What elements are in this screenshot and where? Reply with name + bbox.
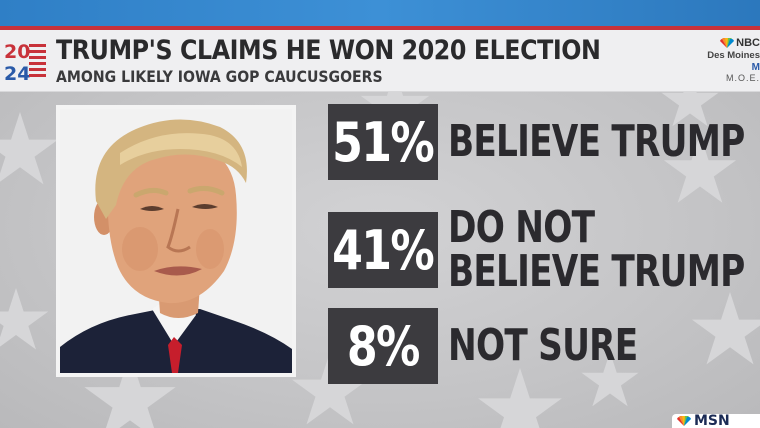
nbc-peacock-icon [677, 416, 691, 426]
percent-value: 41% [332, 218, 435, 282]
network-bug: MSN [672, 414, 760, 428]
margin-of-error: M.O.E. [725, 73, 760, 83]
result-label-line: NOT SURE [448, 320, 638, 371]
top-color-strip [0, 0, 760, 26]
headline: TRUMP'S CLAIMS HE WON 2020 ELECTION [56, 35, 601, 66]
svg-text:24: 24 [4, 63, 30, 84]
nbc-peacock-icon [720, 38, 735, 48]
svg-text:20: 20 [4, 41, 30, 63]
network-bug-text: MSN [694, 414, 730, 428]
percent-box: 41% [328, 212, 438, 288]
result-label: NOT SURE [448, 320, 638, 371]
result-label: BELIEVE TRUMP [448, 120, 745, 164]
results-stage: 51% BELIEVE TRUMP 41% DO NOT BELIEVE TRU… [0, 92, 760, 428]
graphic-header: 20 24 TRUMP'S CLAIMS HE WON 2020 ELECTIO… [0, 30, 760, 92]
2024-flag-logo-icon: 20 24 [4, 41, 46, 84]
result-row-believe: 51% BELIEVE TRUMP [328, 104, 760, 180]
candidate-photo [60, 109, 292, 373]
result-row-do-not-believe: 41% DO NOT BELIEVE TRUMP [328, 206, 760, 294]
network-name: NBC [736, 37, 760, 49]
percent-value: 8% [347, 314, 421, 378]
percent-box: 51% [328, 104, 438, 180]
result-row-not-sure: 8% NOT SURE [328, 308, 691, 384]
source-name: Des Moines [707, 50, 760, 61]
result-label-line: BELIEVE TRUMP [448, 246, 745, 297]
source-suffix: M [751, 62, 760, 73]
subheadline: AMONG LIKELY IOWA GOP CAUCUSGOERS [56, 67, 383, 86]
percent-box: 8% [328, 308, 438, 384]
percent-value: 51% [332, 110, 435, 174]
red-rule [0, 26, 760, 30]
result-label-line: DO NOT [448, 202, 595, 253]
result-label-line: BELIEVE TRUMP [448, 116, 745, 167]
candidate-photo-frame [56, 105, 296, 377]
poll-source: NBC Des Moines M M.O.E. [688, 36, 760, 86]
result-label: DO NOT BELIEVE TRUMP [448, 206, 745, 294]
